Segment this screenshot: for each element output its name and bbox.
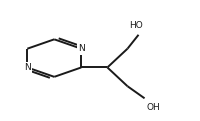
Text: N: N (77, 44, 84, 53)
Text: HO: HO (128, 21, 142, 30)
Text: N: N (24, 63, 31, 72)
Text: OH: OH (146, 103, 160, 112)
